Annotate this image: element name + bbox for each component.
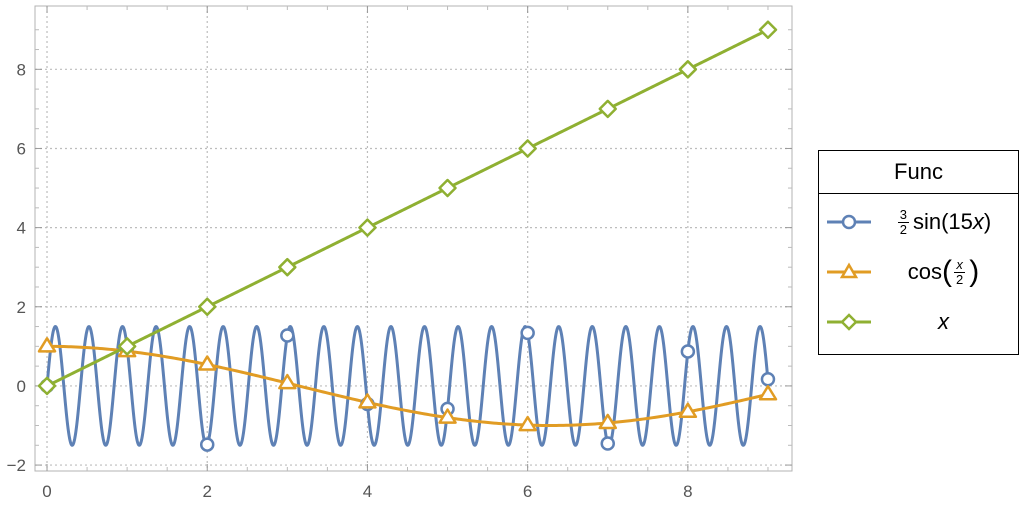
data-point-x bbox=[278, 257, 297, 277]
legend-function-name: cos bbox=[907, 259, 942, 284]
data-point-sin bbox=[520, 325, 535, 341]
data-point-sin bbox=[280, 328, 295, 343]
x-tick-label: 0 bbox=[42, 482, 51, 501]
data-point-x bbox=[598, 99, 618, 119]
x-tick-label: 8 bbox=[683, 482, 692, 501]
legend-variable: x bbox=[938, 309, 949, 334]
x-tick-label: 4 bbox=[363, 482, 372, 501]
y-tick-label: −2 bbox=[7, 456, 26, 475]
y-tick-label: 0 bbox=[17, 377, 26, 396]
data-point-cos bbox=[598, 413, 618, 430]
data-point-cos bbox=[37, 337, 57, 353]
y-tick-label: 2 bbox=[17, 298, 26, 317]
legend-close-paren: ) bbox=[983, 209, 992, 234]
data-point-x bbox=[358, 218, 377, 237]
axis-ticks bbox=[35, 6, 792, 471]
data-point-sin bbox=[199, 437, 215, 452]
data-point-sin bbox=[600, 436, 616, 451]
fraction-numerator: x bbox=[954, 256, 965, 273]
data-point-x bbox=[518, 139, 537, 158]
legend-title: Func bbox=[819, 151, 1018, 194]
legend-item-sin: 3 2 sin(15 x) bbox=[819, 197, 1018, 247]
data-point-cos bbox=[197, 355, 217, 371]
legend-label-sin: 3 2 sin(15 x) bbox=[873, 197, 1014, 247]
data-point-cos bbox=[278, 373, 297, 390]
legend-swatch-x bbox=[827, 313, 871, 331]
circle-marker-icon bbox=[841, 214, 857, 230]
data-point-sin bbox=[760, 372, 776, 387]
data-point-x bbox=[197, 297, 217, 317]
legend-swatch-cos bbox=[827, 262, 871, 279]
x-tick-label: 2 bbox=[202, 482, 211, 501]
series-curves bbox=[45, 28, 770, 447]
fraction-denominator: 2 bbox=[956, 271, 964, 287]
series-line-x bbox=[46, 28, 769, 388]
legend-coefficient: 3 2 bbox=[897, 206, 909, 237]
legend-swatch-sin bbox=[827, 214, 871, 230]
data-point-cos bbox=[678, 402, 698, 419]
y-tick-label: 8 bbox=[17, 60, 26, 79]
data-point-x bbox=[678, 60, 698, 79]
data-point-x bbox=[438, 178, 457, 198]
series-line-cos bbox=[47, 344, 769, 427]
legend-function-name: sin(15 bbox=[912, 209, 973, 234]
gridlines bbox=[35, 6, 792, 471]
legend-variable: x bbox=[972, 209, 984, 234]
data-point-cos bbox=[358, 393, 377, 409]
coefficient-denominator: 2 bbox=[899, 221, 907, 237]
x-tick-label: 6 bbox=[523, 482, 532, 501]
plot-frame bbox=[34, 5, 793, 472]
tick-labels: 0 2 4 6 8 −2 0 2 4 6 8 bbox=[7, 60, 693, 501]
legend-label-cos: cos(x 2) bbox=[907, 255, 980, 288]
series-markers bbox=[37, 20, 778, 452]
y-tick-label: 4 bbox=[17, 219, 26, 238]
data-point-cos bbox=[438, 408, 457, 424]
data-point-sin bbox=[680, 344, 696, 359]
chart: 0 2 4 6 8 −2 0 2 4 6 8 bbox=[7, 5, 793, 501]
data-point-x bbox=[117, 337, 137, 356]
diamond-marker-icon bbox=[840, 313, 858, 331]
data-point-cos bbox=[758, 385, 778, 401]
data-point-x bbox=[758, 20, 778, 39]
y-tick-label: 6 bbox=[17, 139, 26, 158]
legend: Func 3 2 sin(15 x) cos(x 2) x bbox=[818, 150, 1019, 355]
legend-item-x: x bbox=[819, 297, 1018, 347]
triangle-marker-icon bbox=[839, 262, 859, 279]
legend-item-cos: cos(x 2) bbox=[819, 247, 1018, 297]
data-point-cos bbox=[518, 415, 537, 432]
data-point-x bbox=[37, 376, 57, 396]
legend-label-x: x bbox=[873, 297, 1014, 347]
coefficient-numerator: 3 bbox=[897, 206, 909, 223]
